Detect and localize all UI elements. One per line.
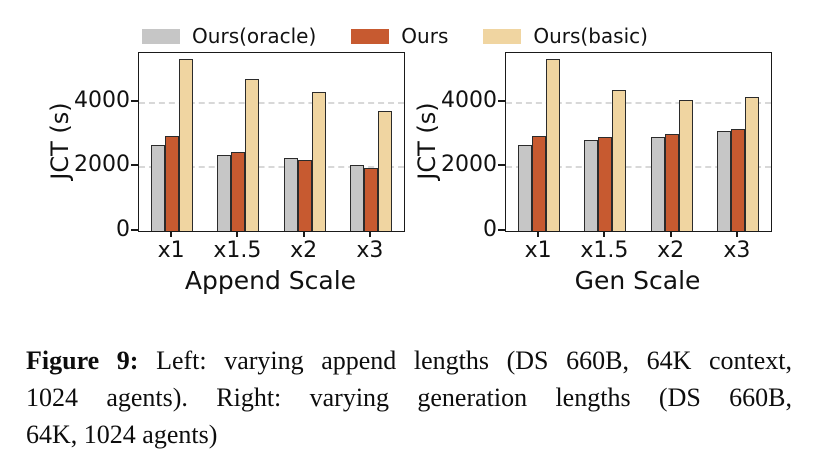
x-tick-mark-x1 — [170, 232, 173, 237]
x-tick-label-x1-5: x1.5 — [580, 238, 629, 263]
gridline-2000 — [139, 166, 404, 169]
x-tick-label-x3: x3 — [723, 238, 751, 263]
bar-ours-basic-x3 — [744, 96, 759, 231]
caption-line-2: 1024 agents). Right: varying generation … — [26, 383, 792, 412]
y-tick-label-2000: 2000 — [74, 152, 130, 178]
x-axis-left: x1 x1.5 x2 x3 — [0, 40, 406, 300]
y-tick-mark-2000 — [498, 164, 505, 167]
y-tick-mark-0 — [131, 229, 138, 231]
x-tick-mark-x2 — [669, 232, 672, 237]
caption-line-3: 64K, 1024 agents) — [26, 420, 218, 449]
legend-item-ours-basic: Ours(basic) — [483, 24, 648, 48]
legend-item-ours-oracle: Ours(oracle) — [142, 24, 316, 48]
legend-label-ours: Ours — [401, 24, 449, 48]
bar-ours-oracle-x1 — [518, 145, 533, 231]
gridline-4000 — [506, 101, 771, 104]
bar-ours-x3 — [363, 167, 378, 231]
plot-area-right — [505, 52, 772, 232]
legend-item-ours: Ours — [351, 24, 448, 48]
y-tick-mark-4000 — [131, 99, 138, 102]
x-axis-label-left: Append Scale — [184, 266, 357, 295]
bar-ours-oracle-x2 — [283, 158, 298, 231]
legend-swatch-ours — [351, 28, 390, 44]
bar-ours-oracle-x1-5 — [217, 154, 232, 231]
caption-text-1: Left: varying append lengths (DS 660B, 6… — [156, 346, 792, 375]
x-tick-mark-x1 — [537, 232, 540, 237]
bar-ours-basic-x3 — [377, 111, 392, 231]
x-tick-label-x1: x1 — [524, 238, 552, 263]
caption-line-1: Figure 9: Left: varying append lengths (… — [26, 342, 792, 379]
x-tick-label-x2: x2 — [657, 238, 685, 263]
y-tick-label-4000: 4000 — [74, 87, 130, 113]
bar-ours-basic-x1-5 — [245, 78, 260, 231]
bar-ours-x1 — [532, 135, 547, 231]
x-tick-mark-x2 — [302, 232, 305, 237]
gridline-4000 — [139, 101, 404, 104]
bar-ours-basic-x2 — [678, 99, 693, 231]
x-tick-label-x1: x1 — [157, 238, 185, 263]
x-tick-mark-x1-5 — [236, 232, 239, 237]
y-tick-mark-0 — [498, 229, 505, 231]
bar-ours-basic-x1-5 — [612, 90, 627, 231]
legend-label-ours-basic: Ours(basic) — [533, 24, 648, 48]
figure-caption: Figure 9: Left: varying append lengths (… — [26, 342, 792, 453]
bar-ours-basic-x2 — [311, 91, 326, 231]
bar-ours-oracle-x3 — [349, 164, 364, 231]
y-axis-left: 0 2000 4000 — [0, 40, 406, 300]
bar-ours-oracle-x1-5 — [584, 140, 599, 231]
x-tick-mark-x3 — [735, 232, 738, 237]
bar-ours-x2 — [664, 133, 679, 231]
y-axis-right: 0 2000 4000 — [367, 40, 773, 300]
bar-ours-x3 — [730, 129, 745, 231]
bar-ours-x2 — [297, 159, 312, 231]
gridline-2000 — [506, 166, 771, 169]
caption-figure-label: Figure 9: — [26, 346, 139, 375]
bar-ours-basic-x1 — [179, 59, 194, 231]
plot-area-left — [138, 52, 405, 232]
chart-legend: Ours(oracle) Ours Ours(basic) — [0, 24, 790, 48]
bar-ours-oracle-x1 — [151, 145, 166, 231]
bar-ours-x1-5 — [598, 137, 613, 231]
x-axis-right: x1 x1.5 x2 x3 — [367, 40, 773, 300]
legend-swatch-ours-oracle — [142, 28, 181, 44]
x-tick-mark-x3 — [368, 232, 371, 237]
gen-scale-chart: JCT (s) 0 2000 4000 x1 x1.5 x2 x3 Gen Scale — [367, 40, 773, 300]
y-tick-label-2000: 2000 — [441, 152, 497, 178]
bar-ours-basic-x1 — [546, 59, 561, 231]
bar-ours-oracle-x3 — [716, 130, 731, 231]
x-tick-mark-x1-5 — [603, 232, 606, 237]
x-tick-label-x1-5: x1.5 — [213, 238, 262, 263]
legend-label-ours-oracle: Ours(oracle) — [192, 24, 317, 48]
x-tick-label-x3: x3 — [356, 238, 384, 263]
y-tick-mark-4000 — [498, 99, 505, 102]
bar-ours-x1 — [165, 135, 180, 231]
y-tick-label-4000: 4000 — [441, 87, 497, 113]
x-axis-label-right: Gen Scale — [574, 266, 701, 295]
bar-ours-x1-5 — [231, 151, 246, 231]
x-tick-label-x2: x2 — [290, 238, 318, 263]
y-tick-mark-2000 — [131, 164, 138, 167]
append-scale-chart: JCT (s) 0 2000 4000 x1 x1.5 x2 x3 Append Scal… — [0, 40, 406, 300]
y-tick-label-0: 0 — [116, 217, 130, 242]
legend-swatch-ours-basic — [483, 28, 522, 44]
y-tick-label-0: 0 — [483, 217, 497, 242]
bar-ours-oracle-x2 — [650, 137, 665, 231]
